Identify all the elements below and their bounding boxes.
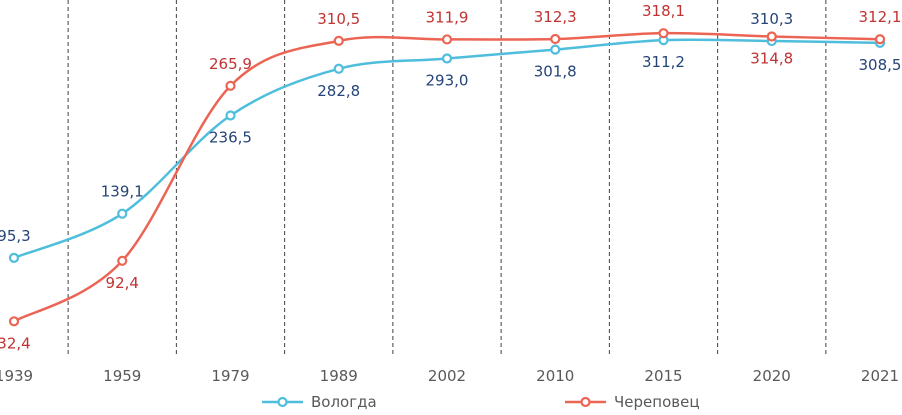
- vologda-label-1989: 282,8: [317, 82, 360, 100]
- legend-label-vologda: Вологда: [311, 393, 377, 411]
- x-axis-label-1989: 1989: [320, 367, 358, 385]
- cherepovets-point-2002: [441, 34, 453, 45]
- legend-label-cherepovets: Череповец: [614, 393, 700, 411]
- cherepovets-label-1959: 92,4: [106, 274, 139, 292]
- x-axis-label-1959: 1959: [103, 367, 141, 385]
- cherepovets-label-1989: 310,5: [317, 10, 360, 28]
- x-axis-label-2010: 2010: [536, 367, 574, 385]
- cherepovets-label-2020: 314,8: [750, 50, 793, 68]
- cherepovets-point-2020: [766, 31, 777, 42]
- vologda-label-2010: 301,8: [534, 63, 577, 81]
- cherepovets-point-1959: [117, 255, 128, 266]
- cherepovets-label-1979: 265,9: [209, 55, 252, 73]
- cherepovets-point-2015: [658, 28, 669, 39]
- cherepovets-line: [12, 31, 882, 323]
- cherepovets-point-2021: [874, 34, 886, 45]
- vologda-label-2021: 308,5: [859, 56, 902, 74]
- vologda-label-1939: 95,3: [0, 227, 31, 245]
- cherepovets-label-2021: 312,1: [859, 8, 902, 26]
- vologda-label-2015: 311,2: [642, 53, 685, 71]
- cherepovets-point-2010: [550, 33, 561, 45]
- vologda-label-1959: 139,1: [101, 183, 144, 201]
- vologda-point-1989: [333, 63, 344, 74]
- vologda-label-2020: 310,3: [750, 10, 793, 28]
- cherepovets-point-1989: [333, 35, 344, 46]
- x-axis-label-2002: 2002: [428, 367, 466, 385]
- cherepovets-point-1939: [8, 316, 20, 327]
- vologda-point-2010: [550, 44, 561, 55]
- vologda-label-2002: 293,0: [426, 71, 469, 89]
- vologda-point-2002: [441, 53, 453, 64]
- cherepovets-point-1979: [225, 80, 236, 91]
- cherepovets-label-2015: 318,1: [642, 2, 685, 20]
- legend-marker-vologda: [277, 396, 288, 408]
- cherepovets-label-2010: 312,3: [534, 8, 577, 26]
- x-axis-label-2015: 2015: [644, 367, 682, 385]
- vologda-label-1979: 236,5: [209, 128, 252, 146]
- vologda-point-1959: [117, 208, 128, 219]
- x-axis-label-1979: 1979: [211, 367, 249, 385]
- vologda-point-1939: [8, 252, 20, 263]
- x-axis-label-2020: 2020: [753, 367, 791, 385]
- legend-marker-cherepovets: [580, 396, 591, 408]
- x-axis-label-2021: 2021: [861, 367, 899, 385]
- cherepovets-label-2002: 311,9: [426, 8, 469, 26]
- vologda-point-1979: [225, 110, 236, 121]
- cherepovets-label-1939: 32,4: [0, 334, 31, 352]
